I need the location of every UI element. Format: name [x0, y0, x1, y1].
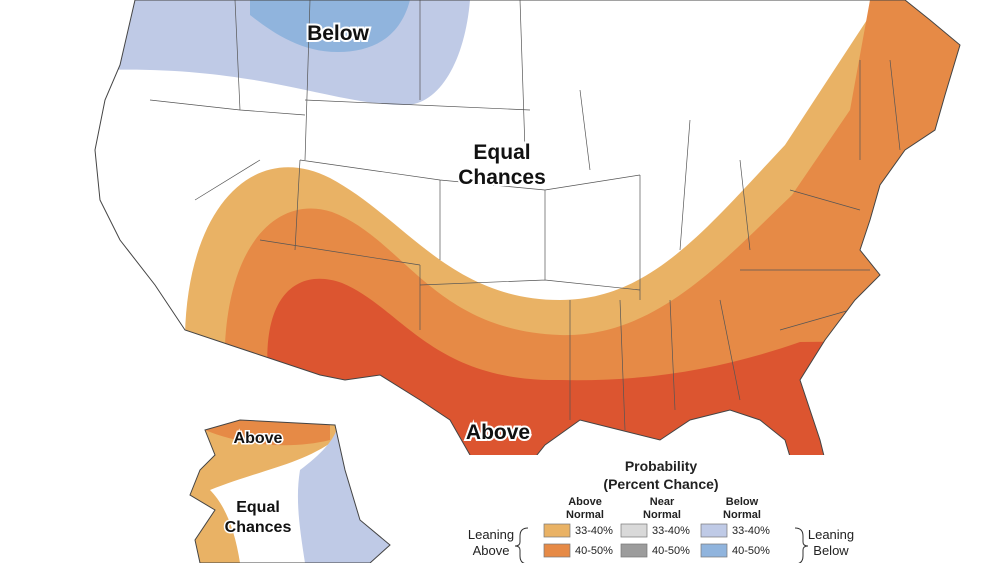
side-line: Leaning — [808, 527, 854, 542]
side-line: Below — [813, 543, 849, 558]
swatch-label: 33-40% — [732, 525, 770, 537]
label-line: Equal — [236, 499, 280, 516]
swatch — [543, 543, 571, 558]
label-line: Above — [234, 430, 283, 447]
state-borders — [149, 0, 901, 431]
swatch — [700, 543, 728, 558]
heading-line: Normal — [643, 509, 681, 521]
brace — [794, 527, 809, 563]
alaska-outline — [189, 419, 391, 563]
brace — [514, 527, 529, 563]
swatch-label: 33-40% — [575, 525, 613, 537]
label-line: Above — [466, 421, 530, 444]
label-line: Chances — [225, 519, 292, 536]
legend-side-label: Leaning Above — [468, 527, 514, 558]
ak-above-mid — [205, 420, 330, 446]
swatch — [620, 543, 648, 558]
below-region-dark — [250, 0, 410, 52]
heading-line: Near — [650, 496, 675, 508]
swatch — [700, 523, 728, 538]
side-line: Leaning — [468, 527, 514, 542]
label-line: Chances — [458, 166, 546, 189]
legend-side-label: Leaning Below — [808, 527, 854, 558]
column-heading: Above Normal — [566, 496, 604, 521]
swatch — [543, 523, 571, 538]
swatch-label: 40-50% — [732, 545, 770, 557]
title-line: (Percent Chance) — [603, 476, 718, 492]
alaska — [190, 420, 390, 563]
swatch-label: 40-50% — [575, 545, 613, 557]
map-label: Above — [234, 430, 283, 447]
map-label: Above — [466, 421, 530, 444]
conus-outline — [94, 0, 961, 506]
map-label: Equal Chances — [225, 499, 292, 536]
column-heading: Below Normal — [723, 496, 761, 521]
label-line: Equal — [473, 141, 530, 164]
legend-bg — [455, 455, 865, 563]
heading-line: Normal — [723, 509, 761, 521]
swatch-label: 33-40% — [652, 525, 690, 537]
heading-line: Above — [568, 496, 602, 508]
side-line: Above — [473, 543, 510, 558]
map-label: Equal Chances — [458, 141, 546, 189]
legend: Probability (Percent Chance) Leaning Above… — [455, 455, 865, 563]
swatch-label: 40-50% — [652, 545, 690, 557]
heading-line: Normal — [566, 509, 604, 521]
column-heading: Near Normal — [643, 496, 681, 521]
swatch — [620, 523, 648, 538]
title-line: Probability — [625, 458, 698, 474]
label-line: Below — [307, 22, 370, 45]
heading-line: Below — [726, 496, 759, 508]
legend-title: Probability (Percent Chance) — [603, 458, 718, 492]
map-label: Below — [307, 22, 370, 45]
